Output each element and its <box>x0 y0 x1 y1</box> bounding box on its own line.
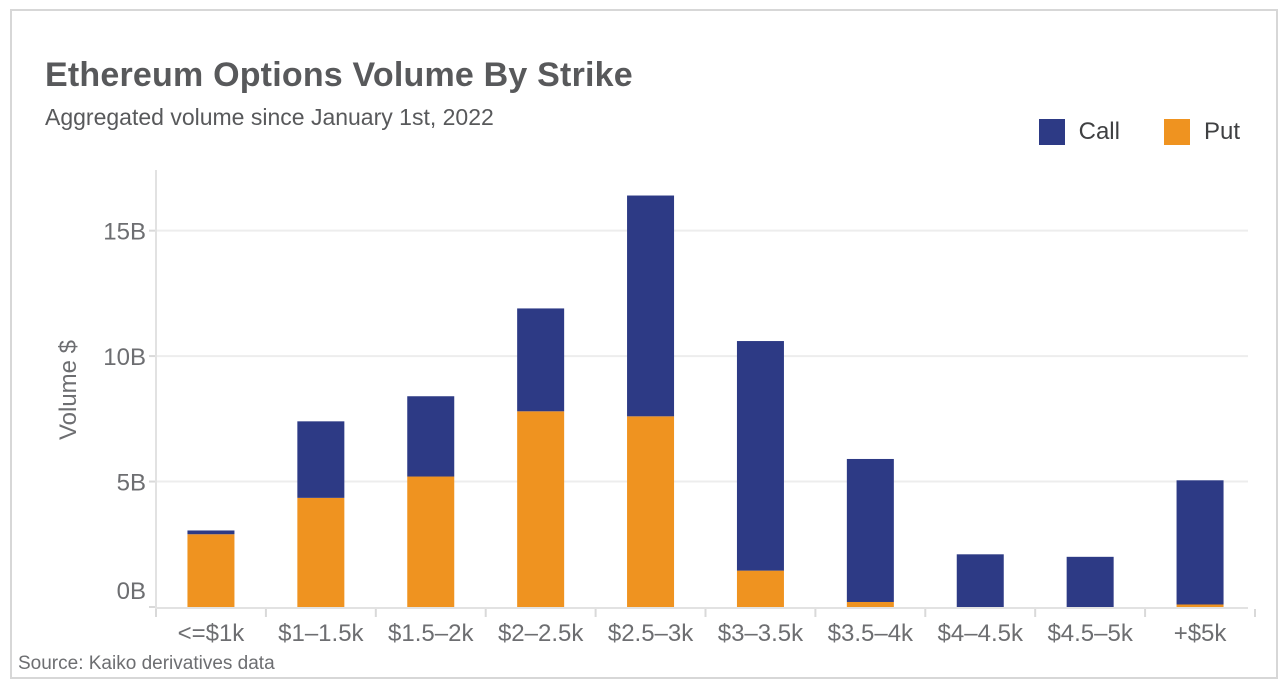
bar-call-6 <box>846 458 894 602</box>
x-axis-label-8: $4.5–5k <box>1047 620 1133 647</box>
put-color-swatch <box>1163 119 1190 145</box>
y-tick-label-5B: 5B <box>117 470 146 497</box>
legend-item-put: Put <box>1163 118 1240 146</box>
legend-label-call: Call <box>1078 118 1120 145</box>
y-axis-title: Volume $ <box>55 340 82 440</box>
bar-call-3 <box>517 308 565 412</box>
bar-put-2 <box>407 476 455 607</box>
x-axis-label-4: $2.5–3k <box>608 620 694 647</box>
bar-call-0 <box>187 530 235 535</box>
call-color-swatch <box>1038 119 1065 145</box>
bar-call-4 <box>627 195 675 417</box>
x-axis-label-2: $1.5–2k <box>388 620 474 647</box>
legend-label-put: Put <box>1203 118 1240 145</box>
legend-item-call: Call <box>1038 118 1120 146</box>
x-axis-label-3: $2–2.5k <box>498 620 584 647</box>
source-credit: Source: Kaiko derivatives data <box>18 653 275 674</box>
y-tick-label-10B: 10B <box>103 344 146 371</box>
x-axis-label-6: $3.5–4k <box>828 620 914 647</box>
x-axis-label-7: $4–4.5k <box>938 620 1024 647</box>
chart-subtitle: Aggregated volume since January 1st, 202… <box>45 104 494 130</box>
bar-put-0 <box>187 534 235 607</box>
chart-title: Ethereum Options Volume By Strike <box>45 56 633 94</box>
bar-put-4 <box>627 416 675 607</box>
bar-put-1 <box>297 497 345 607</box>
bar-call-8 <box>1066 556 1114 607</box>
bar-put-3 <box>517 411 565 607</box>
y-tick-label-0B: 0B <box>117 578 146 605</box>
bar-put-6 <box>846 601 894 607</box>
x-axis-label-1: $1–1.5k <box>278 620 364 647</box>
y-tick-label-15B: 15B <box>103 219 146 246</box>
bar-call-1 <box>297 421 345 498</box>
bar-put-9 <box>1176 604 1224 607</box>
bar-call-5 <box>736 341 784 571</box>
x-axis-label-9: +$5k <box>1174 620 1228 647</box>
x-axis-label-5: $3–3.5k <box>718 620 804 647</box>
bar-call-9 <box>1176 480 1224 605</box>
x-axis-label-0: <=$1k <box>178 620 246 647</box>
bar-put-5 <box>736 570 784 607</box>
legend: Call Put <box>1038 118 1240 146</box>
bar-call-7 <box>956 554 1004 607</box>
bar-call-2 <box>407 396 455 477</box>
